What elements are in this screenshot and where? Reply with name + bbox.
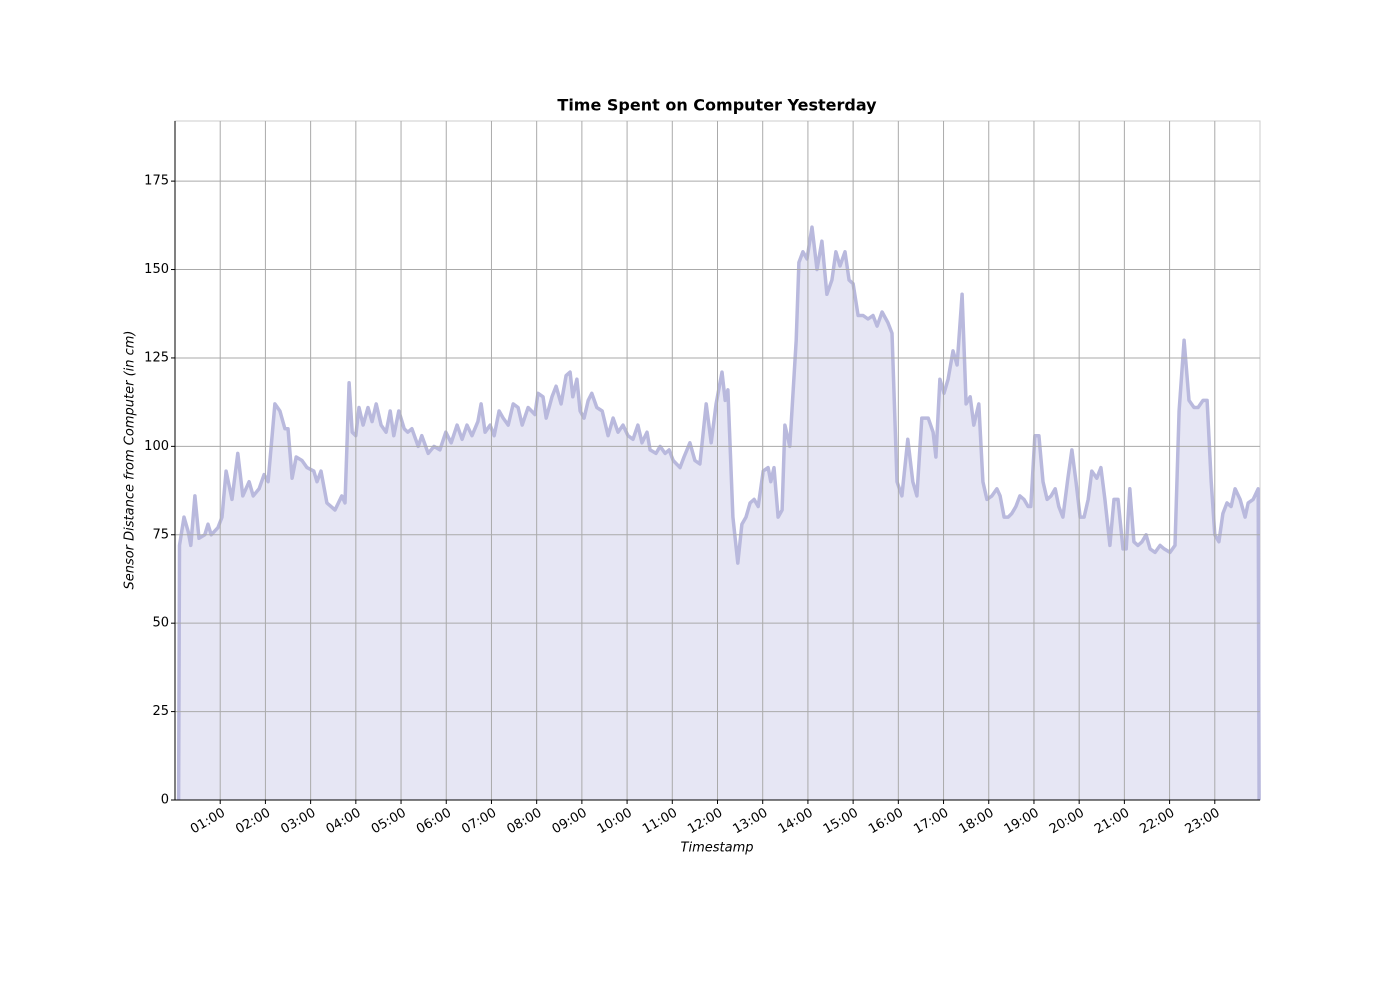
x-tick-label: 14:00 xyxy=(776,806,816,838)
x-tick-label: 08:00 xyxy=(504,806,544,838)
y-tick-label: 75 xyxy=(152,527,169,542)
x-tick-label: 07:00 xyxy=(459,806,499,838)
x-tick-label: 04:00 xyxy=(324,806,364,838)
x-tick-label: 18:00 xyxy=(957,806,997,838)
chart-title: Time Spent on Computer Yesterday xyxy=(557,96,877,115)
y-tick-label: 0 xyxy=(161,793,169,808)
x-tick-label: 23:00 xyxy=(1183,806,1223,838)
y-axis-label: Sensor Distance from Computer (in cm) xyxy=(123,330,138,589)
x-tick-label: 06:00 xyxy=(414,806,454,838)
y-tick-label: 175 xyxy=(144,174,169,189)
x-tick-label: 12:00 xyxy=(685,806,725,838)
x-tick-label: 15:00 xyxy=(821,806,861,838)
y-tick-label: 150 xyxy=(144,262,169,277)
x-tick-label: 19:00 xyxy=(1002,806,1042,838)
y-tick-label: 50 xyxy=(152,616,169,631)
area-fill xyxy=(178,227,1260,801)
x-tick-label: 03:00 xyxy=(278,806,318,838)
y-tick-label: 25 xyxy=(152,704,169,719)
y-tick-label: 125 xyxy=(144,350,169,365)
x-tick-label: 20:00 xyxy=(1047,806,1087,838)
x-tick-label: 22:00 xyxy=(1137,806,1177,838)
area-line xyxy=(176,225,1261,801)
x-tick-label: 09:00 xyxy=(550,806,590,838)
x-tick-label: 05:00 xyxy=(369,806,409,838)
x-tick-label: 13:00 xyxy=(731,806,771,838)
x-tick-label: 21:00 xyxy=(1092,806,1132,838)
x-tick-label: 16:00 xyxy=(866,806,906,838)
x-tick-label: 02:00 xyxy=(233,806,273,838)
x-tick-label: 10:00 xyxy=(595,806,635,838)
x-tick-label: 11:00 xyxy=(640,806,680,838)
y-tick-label: 100 xyxy=(144,439,169,454)
x-tick-label: 01:00 xyxy=(188,806,228,838)
x-tick-label: 17:00 xyxy=(911,806,951,838)
x-axis-label: Timestamp xyxy=(681,841,754,856)
